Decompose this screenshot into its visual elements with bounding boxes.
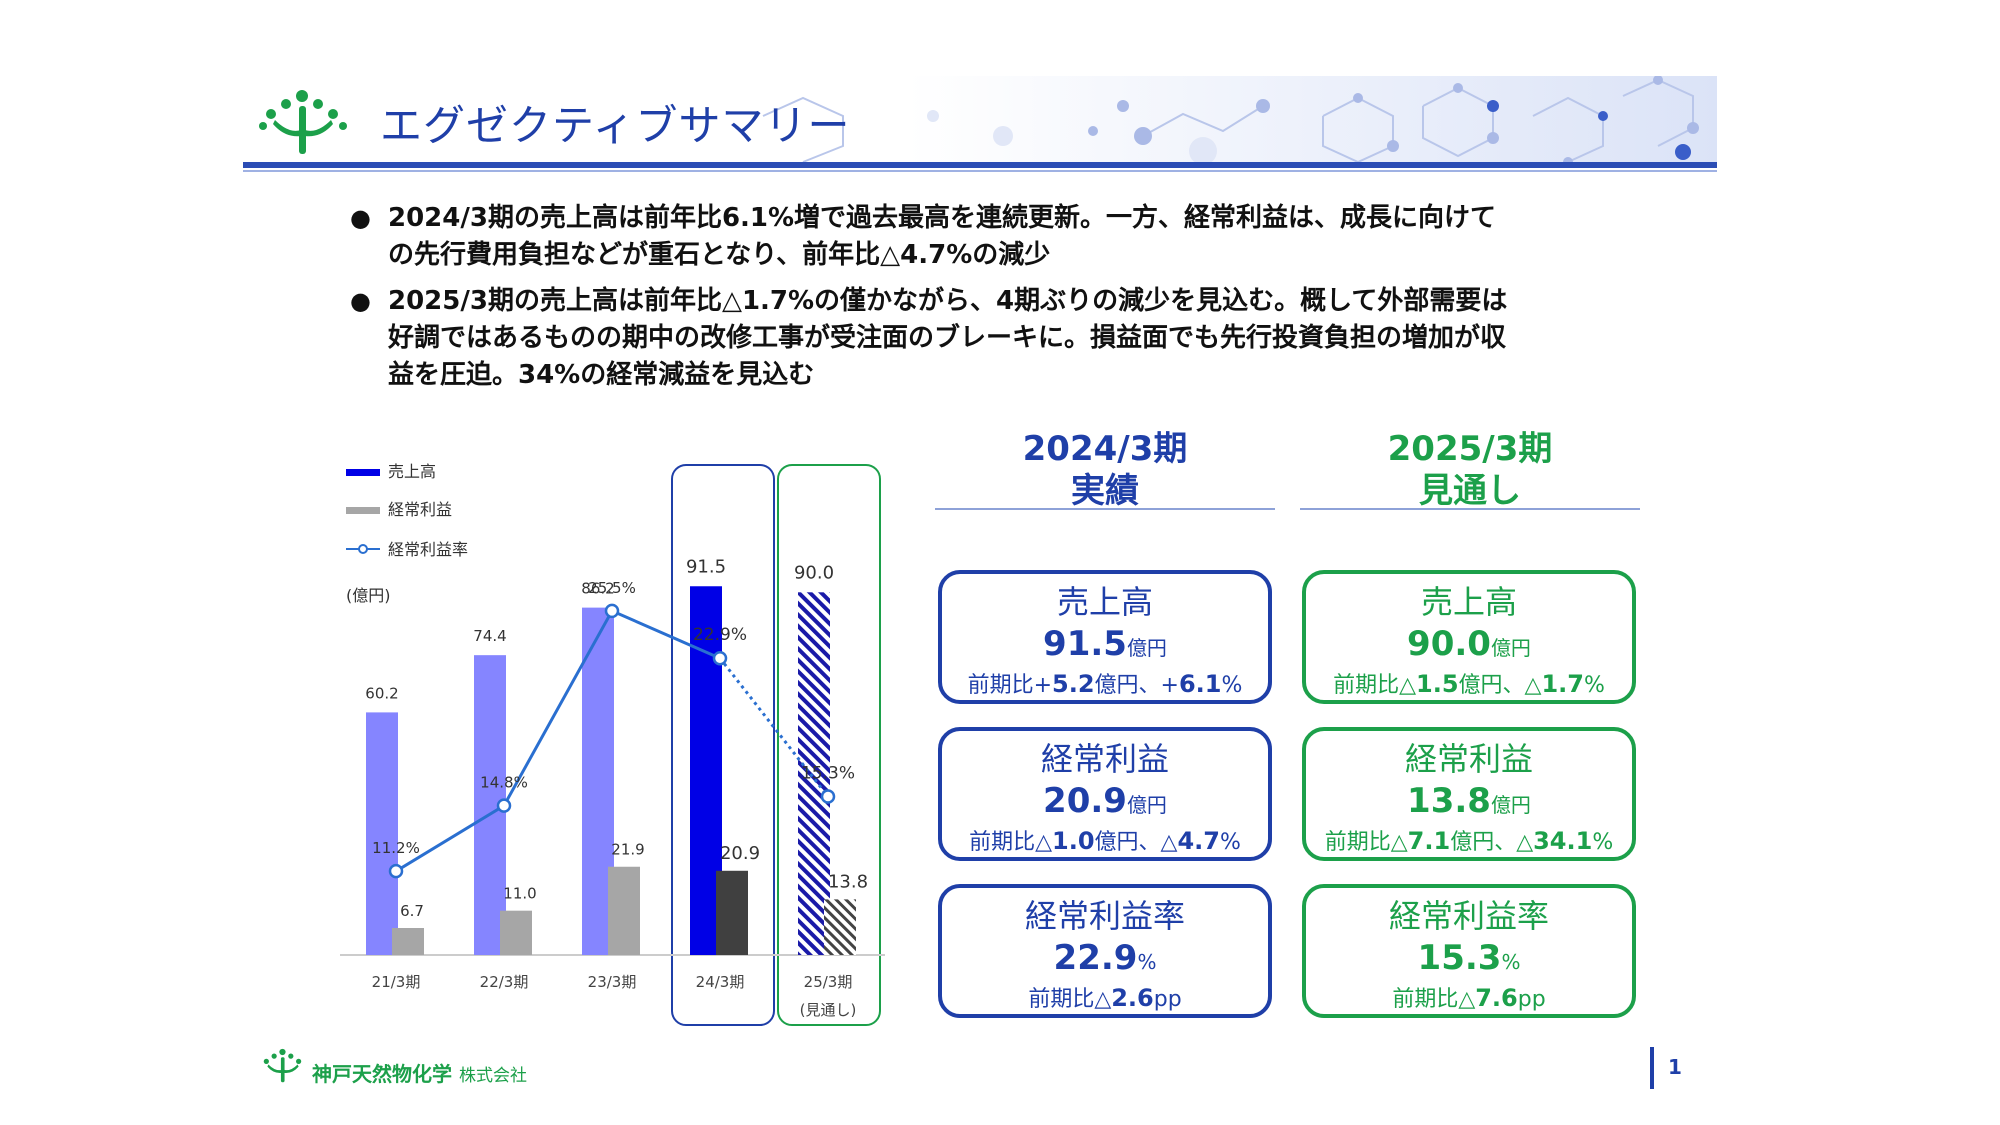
card-value: 22.9% — [1053, 938, 1157, 978]
bar-sales-25/3期 — [798, 592, 830, 955]
card-change: 前期比△7.1億円、△34.1% — [1324, 827, 1614, 855]
page-number: 1 — [1668, 1055, 1682, 1079]
footer-logo-icon — [263, 1048, 302, 1083]
column-header-2024-kind: 実績 — [1071, 471, 1139, 511]
bar-profit-21/3期 — [392, 927, 424, 955]
card-label: 経常利益 — [1040, 740, 1169, 778]
x-tick-label: 23/3期 — [588, 973, 637, 991]
column-header-2024: 2024/3期 実績 — [935, 428, 1275, 512]
data-label-profit: 11.0 — [503, 885, 536, 903]
column-header-2025-period: 2025/3期 — [1387, 429, 1553, 469]
card-change: 前期比△2.6pp — [1028, 984, 1182, 1012]
page-title: エグゼクティブサマリー — [380, 101, 851, 150]
x-tick-label: 24/3期 — [696, 973, 745, 991]
legend-label-profit: 経常利益 — [388, 500, 452, 519]
ratio-line-forecast — [718, 657, 830, 798]
ratio-point — [820, 789, 836, 804]
ratio-point — [604, 603, 620, 619]
summary-bullet-2: ● 2025/3期の売上高は前年比△1.7%の僅かながら、4期ぶりの減少を見込む… — [350, 283, 1650, 403]
card-value: 15.3% — [1417, 938, 1521, 978]
data-label-ratio: 15.3% — [801, 764, 855, 784]
data-label-profit: 21.9 — [611, 841, 644, 859]
chart-unit-label: (億円) — [346, 586, 391, 605]
data-label-profit: 20.9 — [720, 843, 760, 864]
legend-label-sales: 売上高 — [388, 462, 436, 481]
x-tick-note: (見通し) — [800, 1001, 857, 1019]
data-label-sales: 90.0 — [794, 562, 834, 583]
data-label-sales: 60.2 — [365, 684, 398, 702]
ratio-line — [395, 608, 721, 873]
bullet-2-line-1: 2025/3期の売上高は前年比△1.7%の僅かながら、4期ぶりの減少を見込む。概… — [388, 286, 1508, 316]
bullet-1-line-1: 2024/3期の売上高は前年比6.1%増で過去最高を連続更新。一方、経常利益は、… — [388, 203, 1497, 233]
card-change: 前期比△7.6pp — [1392, 984, 1546, 1012]
bullet-2-line-3: 益を圧迫。34%の経常減益を見込む — [388, 360, 815, 390]
card-change: 前期比+5.2億円、+6.1% — [967, 670, 1243, 698]
bar-sales-21/3期 — [366, 712, 398, 955]
bar-profit-24/3期 — [716, 870, 748, 955]
data-label-sales: 74.4 — [473, 627, 506, 645]
column-header-rule — [1300, 508, 1640, 510]
ratio-point — [712, 650, 728, 666]
data-label-sales: 86.2 — [581, 580, 614, 598]
header-molecule-decoration — [243, 76, 1717, 166]
title-rule-thin — [243, 170, 1717, 172]
legend-label-ratio: 経常利益率 — [388, 540, 468, 559]
column-header-2025-kind: 見通し — [1419, 471, 1521, 511]
bar-profit-25/3期 — [824, 899, 856, 955]
bullet-1-line-2: の先行費用負担などが重石となり、前年比△4.7%の減少 — [388, 240, 1051, 270]
column-header-2024-period: 2024/3期 — [1022, 429, 1188, 469]
data-label-ratio: 14.8% — [480, 774, 528, 792]
card-profit-2025: 経常利益 13.8億円 前期比△7.1億円、△34.1% — [1302, 727, 1636, 861]
performance-chart: 売上高 経常利益 経常利益率 (億円) 60.2 6.7 21/3期 74.4 11.0… — [340, 462, 885, 1026]
bar-profit-23/3期 — [608, 866, 640, 955]
bullet-dot: ● — [350, 287, 371, 315]
bullet-dot: ● — [350, 204, 371, 232]
card-value: 20.9億円 — [1043, 781, 1167, 821]
card-change: 前期比△1.0億円、△4.7% — [969, 827, 1241, 855]
data-label-sales: 91.5 — [686, 556, 726, 577]
card-ratio-2025: 経常利益率 15.3% 前期比△7.6pp — [1302, 884, 1636, 1018]
card-label: 経常利益率 — [1024, 897, 1185, 935]
chart-legend: 売上高 経常利益 経常利益率 — [346, 462, 468, 559]
card-sales-2025: 売上高 90.0億円 前期比△1.5億円、△1.7% — [1302, 570, 1636, 704]
highlight-box-2024 — [671, 464, 775, 1026]
data-label-ratio: 11.2% — [372, 839, 420, 857]
x-tick-label: 22/3期 — [480, 973, 529, 991]
footer-company-name: 神戸天然物化学 株式会社 — [312, 1062, 527, 1086]
data-label-ratio: 25.5% — [588, 579, 636, 597]
column-header-2025: 2025/3期 見通し — [1300, 428, 1640, 512]
data-label-ratio: 22.9% — [693, 625, 747, 645]
x-tick-label: 25/3期 — [804, 973, 853, 991]
title-rule — [243, 162, 1717, 168]
data-label-profit: 6.7 — [400, 902, 424, 920]
card-profit-2024: 経常利益 20.9億円 前期比△1.0億円、△4.7% — [938, 727, 1272, 861]
card-value: 13.8億円 — [1407, 781, 1531, 821]
card-change: 前期比△1.5億円、△1.7% — [1333, 670, 1605, 698]
card-label: 売上高 — [1420, 583, 1517, 621]
card-label: 経常利益 — [1404, 740, 1533, 778]
card-ratio-2024: 経常利益率 22.9% 前期比△2.6pp — [938, 884, 1272, 1018]
summary-bullet-1: ● 2024/3期の売上高は前年比6.1%増で過去最高を連続更新。一方、経常利益… — [350, 200, 1650, 280]
company-logo-icon — [259, 90, 347, 154]
card-value: 91.5億円 — [1043, 624, 1167, 664]
ratio-point — [388, 863, 404, 879]
highlight-box-2025 — [777, 464, 881, 1026]
legend-swatch-sales — [346, 469, 380, 476]
page-number-bar — [1650, 1047, 1654, 1089]
data-label-profit: 13.8 — [828, 871, 868, 892]
bullet-2-line-2: 好調ではあるものの期中の改修工事が受注面のブレーキに。損益面でも先行投資負担の増… — [388, 323, 1507, 353]
card-sales-2024: 売上高 91.5億円 前期比+5.2億円、+6.1% — [938, 570, 1272, 704]
bar-profit-22/3期 — [500, 910, 532, 955]
card-value: 90.0億円 — [1407, 624, 1531, 664]
ratio-point — [496, 798, 512, 813]
x-tick-label: 21/3期 — [372, 973, 421, 991]
card-label: 経常利益率 — [1388, 897, 1549, 935]
legend-swatch-profit — [346, 507, 380, 514]
card-label: 売上高 — [1056, 583, 1153, 621]
column-header-rule — [935, 508, 1275, 510]
